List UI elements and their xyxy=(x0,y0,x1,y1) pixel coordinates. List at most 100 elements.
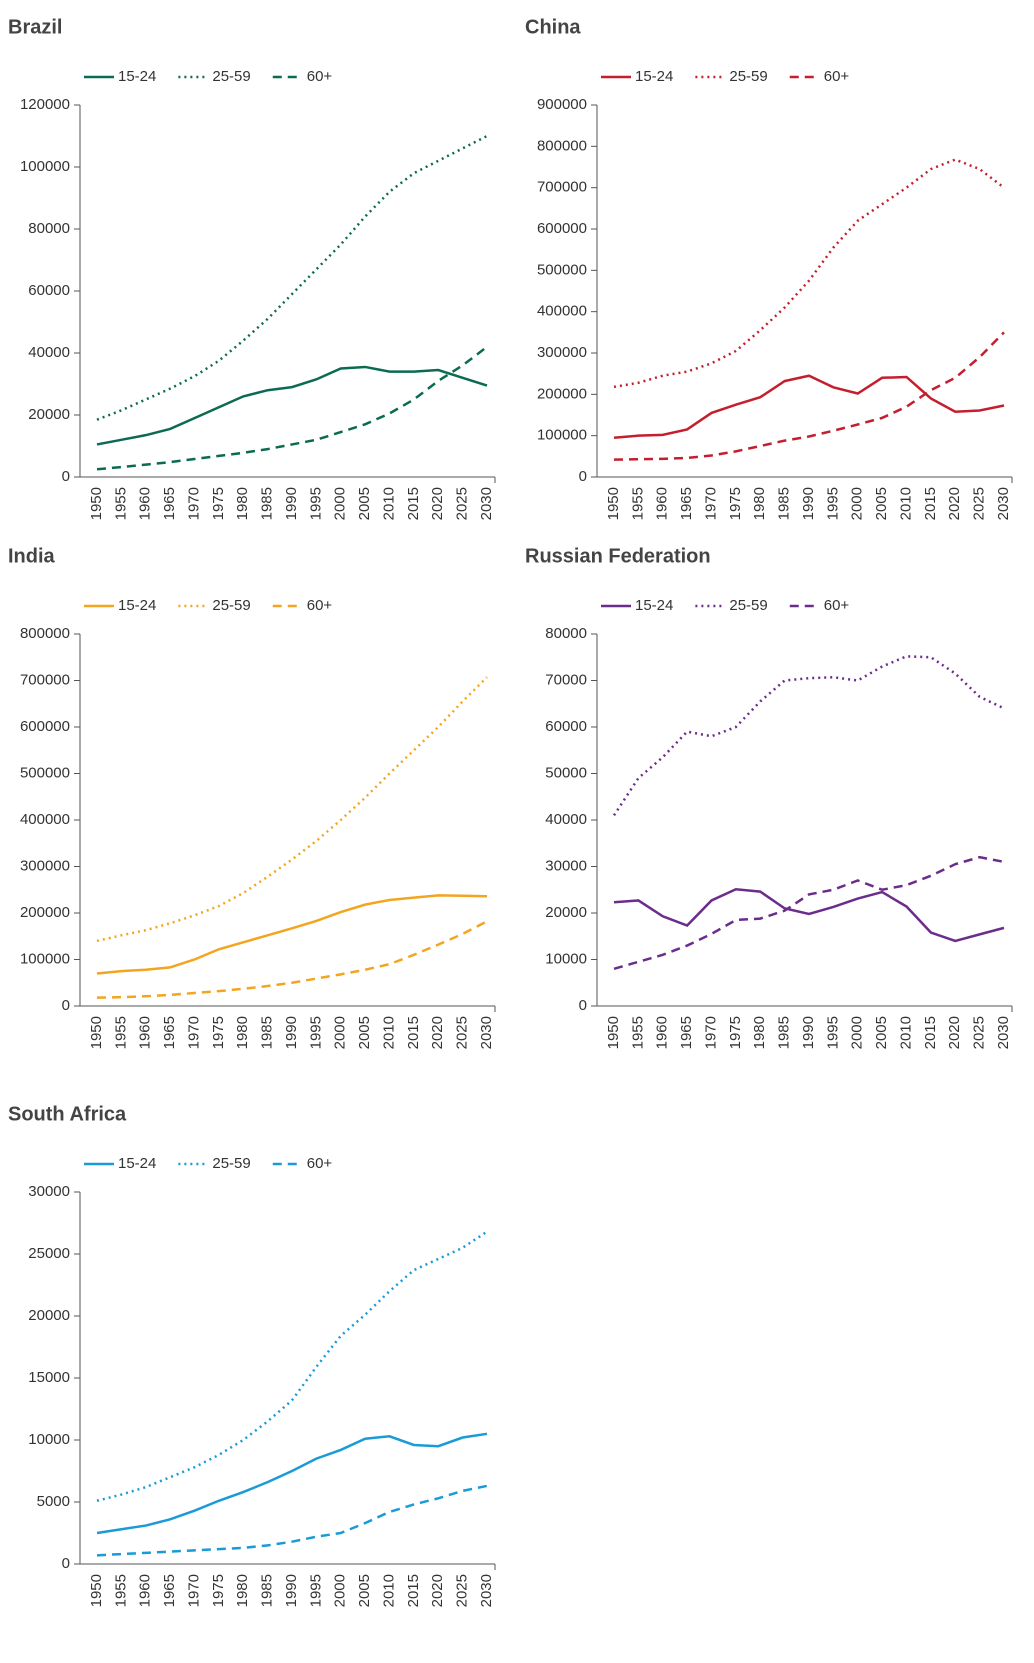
x-tick-label: 1965 xyxy=(678,1016,695,1049)
series-line xyxy=(96,1230,488,1502)
x-tick-label: 1975 xyxy=(210,487,227,520)
x-tick-label: 2000 xyxy=(849,487,866,520)
series-line xyxy=(613,855,1005,971)
y-tick-label: 100000 xyxy=(20,950,70,967)
x-tick-label: 1970 xyxy=(702,487,719,520)
x-tick-label: 1980 xyxy=(234,1016,251,1049)
x-tick-label: 1985 xyxy=(259,1016,276,1049)
y-tick-label: 0 xyxy=(62,468,70,485)
x-tick-label: 1950 xyxy=(605,1016,622,1049)
y-tick-label: 400000 xyxy=(20,811,70,828)
x-tick-label: 2005 xyxy=(356,487,373,520)
x-tick-label: 1950 xyxy=(88,1574,105,1607)
x-tick-label: 1965 xyxy=(161,487,178,520)
x-tick-label: 2030 xyxy=(478,487,495,520)
legend-label: 60+ xyxy=(824,597,850,614)
x-tick-label: 2005 xyxy=(356,1574,373,1607)
x-tick-label: 2015 xyxy=(405,487,422,520)
y-tick-label: 20000 xyxy=(545,904,587,921)
x-tick-label: 2020 xyxy=(429,1574,446,1607)
x-tick-label: 1990 xyxy=(283,1016,300,1049)
legend-label: 25-59 xyxy=(212,597,250,614)
panel-title: India xyxy=(8,545,56,567)
x-tick-label: 1955 xyxy=(629,1016,646,1049)
y-tick-label: 700000 xyxy=(537,179,587,196)
x-tick-label: 2000 xyxy=(849,1016,866,1049)
x-tick-label: 2030 xyxy=(478,1574,495,1607)
x-tick-label: 2020 xyxy=(946,1016,963,1049)
y-tick-label: 200000 xyxy=(537,385,587,402)
x-tick-label: 2015 xyxy=(922,487,939,520)
x-tick-label: 1975 xyxy=(210,1574,227,1607)
x-tick-label: 2030 xyxy=(995,487,1012,520)
series-line xyxy=(96,1432,488,1535)
series-line xyxy=(96,345,488,471)
x-tick-label: 1965 xyxy=(161,1574,178,1607)
x-tick-label: 1950 xyxy=(88,1016,105,1049)
y-tick-label: 400000 xyxy=(537,303,587,320)
x-tick-label: 2015 xyxy=(405,1016,422,1049)
x-tick-label: 2000 xyxy=(332,1574,349,1607)
legend-label: 25-59 xyxy=(212,1155,250,1172)
x-tick-label: 1970 xyxy=(185,1016,202,1049)
y-tick-label: 15000 xyxy=(28,1369,70,1386)
panel-title: Russian Federation xyxy=(525,545,711,567)
legend-label: 15-24 xyxy=(635,597,673,614)
x-tick-label: 2005 xyxy=(873,1016,890,1049)
x-tick-label: 1995 xyxy=(824,1016,841,1049)
x-tick-label: 2000 xyxy=(332,487,349,520)
legend-label: 15-24 xyxy=(118,68,156,85)
x-tick-label: 1980 xyxy=(751,487,768,520)
y-tick-label: 10000 xyxy=(545,950,587,967)
x-tick-label: 1970 xyxy=(185,487,202,520)
x-tick-label: 2005 xyxy=(873,487,890,520)
y-tick-label: 0 xyxy=(62,1555,70,1572)
legend-label: 15-24 xyxy=(118,597,156,614)
x-tick-label: 1980 xyxy=(234,487,251,520)
y-tick-label: 500000 xyxy=(537,261,587,278)
y-tick-label: 700000 xyxy=(20,671,70,688)
y-tick-label: 100000 xyxy=(537,427,587,444)
legend-label: 60+ xyxy=(824,68,850,85)
y-tick-label: 5000 xyxy=(37,1493,70,1510)
x-tick-label: 2015 xyxy=(405,1574,422,1607)
y-tick-label: 0 xyxy=(62,997,70,1014)
x-tick-label: 2025 xyxy=(454,487,471,520)
x-tick-label: 2010 xyxy=(380,487,397,520)
y-tick-label: 25000 xyxy=(28,1245,70,1262)
x-tick-label: 1990 xyxy=(283,487,300,520)
x-tick-label: 1950 xyxy=(605,487,622,520)
x-tick-label: 2020 xyxy=(946,487,963,520)
x-tick-label: 1975 xyxy=(210,1016,227,1049)
y-tick-label: 500000 xyxy=(20,764,70,781)
y-tick-label: 80000 xyxy=(545,625,587,642)
x-tick-label: 1975 xyxy=(727,487,744,520)
x-tick-label: 2025 xyxy=(971,1016,988,1049)
y-tick-label: 20000 xyxy=(28,1307,70,1324)
y-tick-label: 50000 xyxy=(545,764,587,781)
y-tick-label: 10000 xyxy=(28,1431,70,1448)
y-tick-label: 600000 xyxy=(20,718,70,735)
x-tick-label: 1960 xyxy=(137,1574,154,1607)
series-line xyxy=(96,894,488,975)
legend-label: 15-24 xyxy=(635,68,673,85)
x-tick-label: 1985 xyxy=(259,487,276,520)
x-tick-label: 1960 xyxy=(654,487,671,520)
legend-label: 25-59 xyxy=(729,68,767,85)
series-line xyxy=(96,365,488,446)
x-tick-label: 1960 xyxy=(137,487,154,520)
x-tick-label: 1990 xyxy=(283,1574,300,1607)
y-tick-label: 800000 xyxy=(20,625,70,642)
x-tick-label: 2010 xyxy=(897,1016,914,1049)
x-tick-label: 1955 xyxy=(629,487,646,520)
x-tick-label: 1955 xyxy=(112,1016,129,1049)
series-line xyxy=(96,134,488,421)
y-tick-label: 900000 xyxy=(537,96,587,113)
x-tick-label: 2025 xyxy=(454,1016,471,1049)
legend-label: 25-59 xyxy=(729,597,767,614)
x-tick-label: 2005 xyxy=(356,1016,373,1049)
x-tick-label: 1995 xyxy=(824,487,841,520)
x-tick-label: 2020 xyxy=(429,487,446,520)
series-line xyxy=(96,676,488,943)
